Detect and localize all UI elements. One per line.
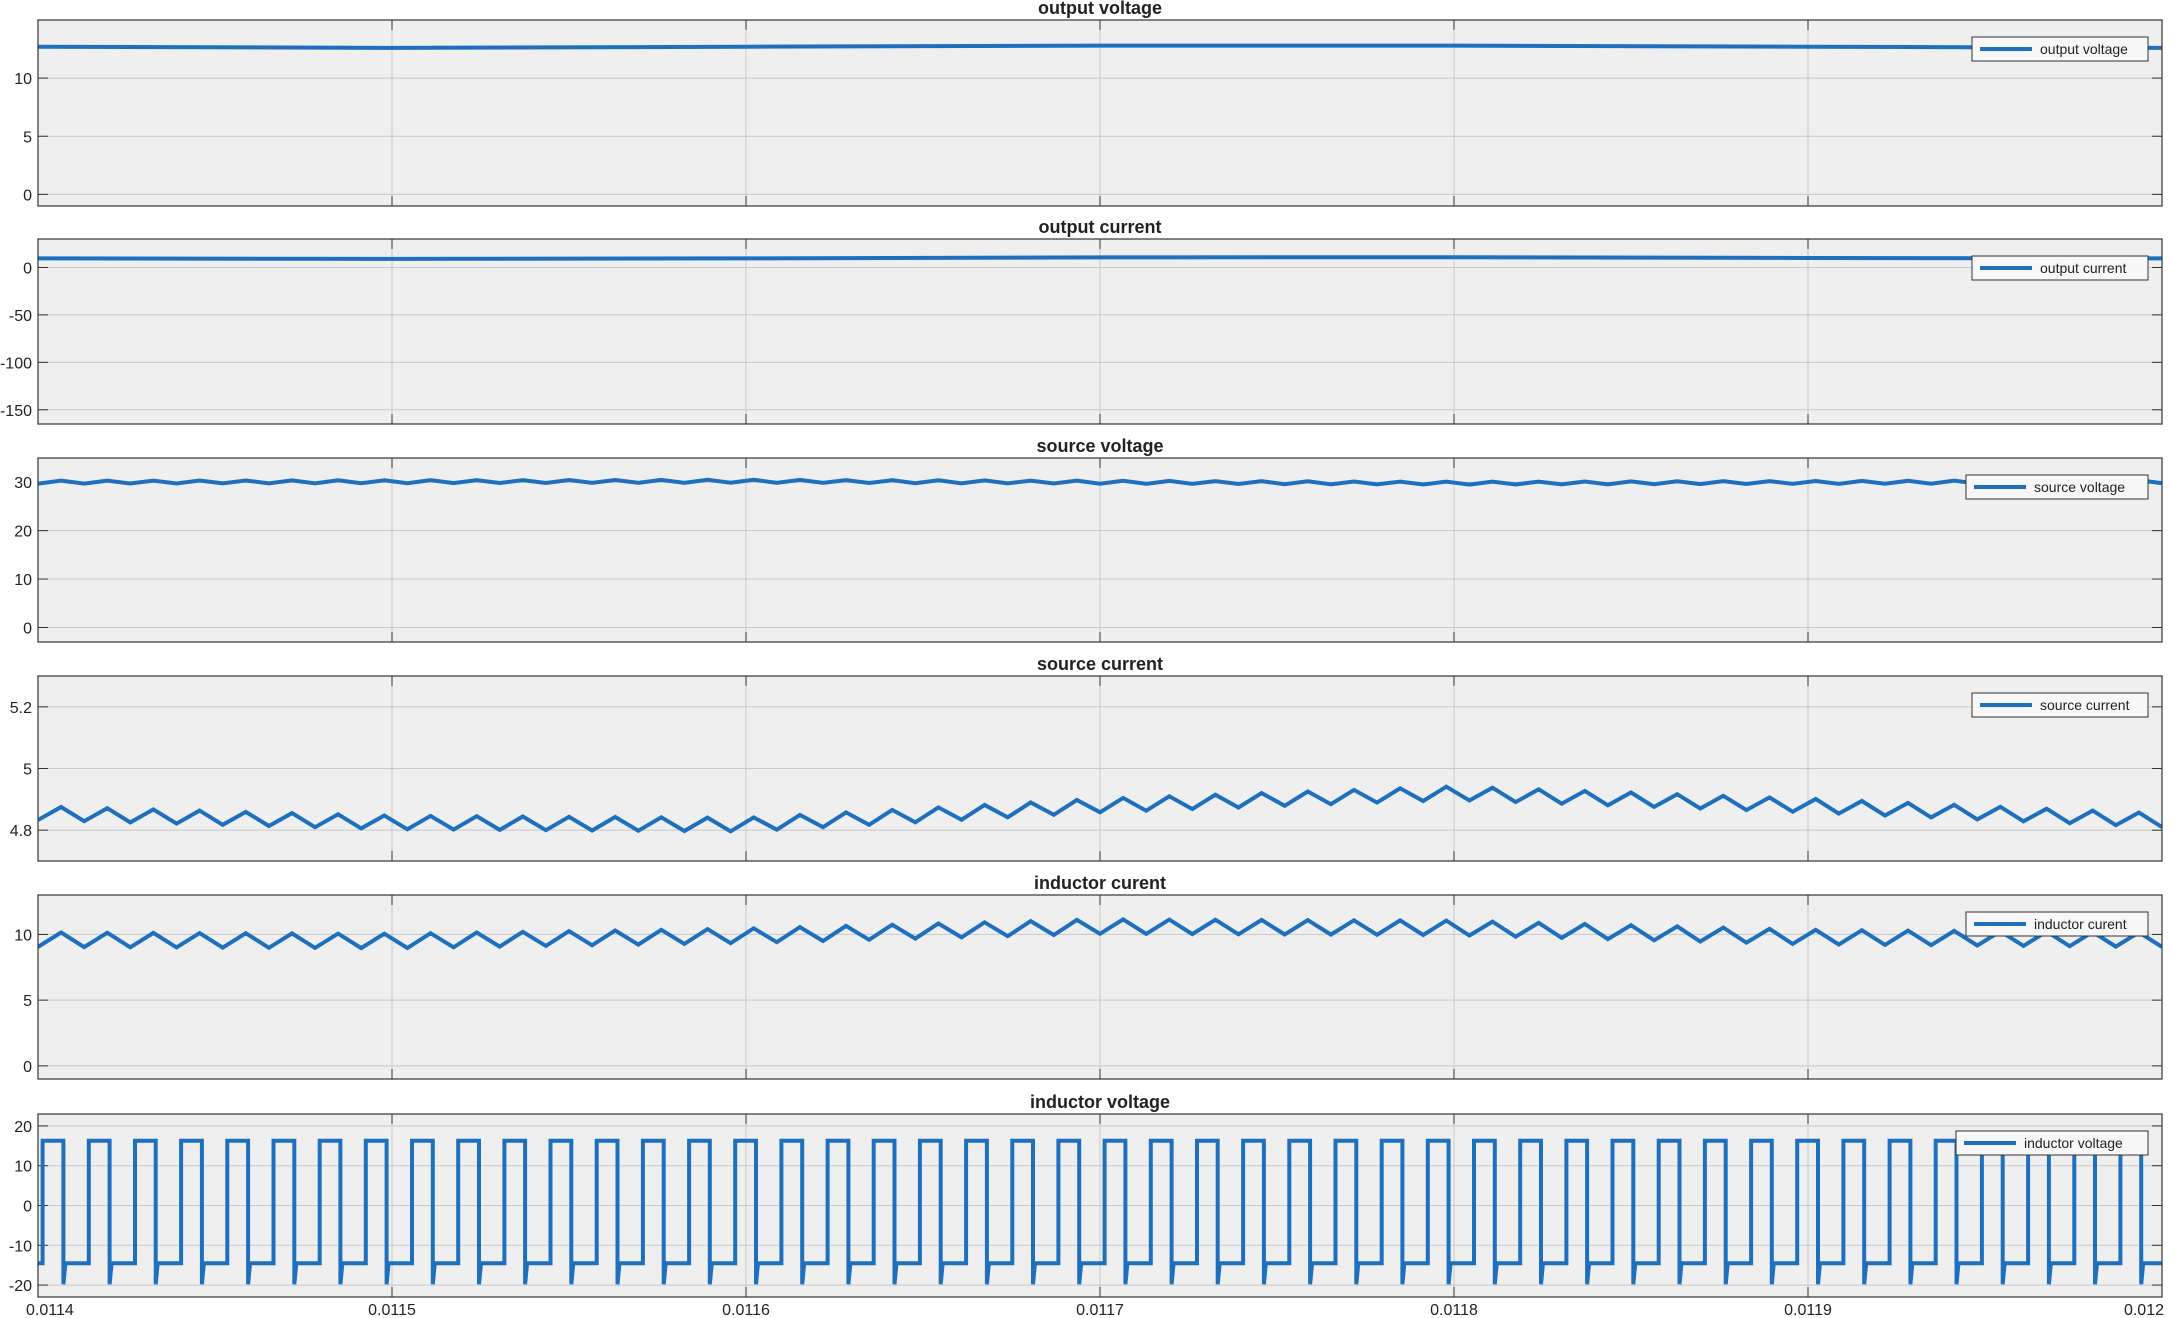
y-tick-label: 10 <box>14 1159 32 1176</box>
y-tick-label: 10 <box>14 71 32 88</box>
series-line <box>38 1138 2162 1285</box>
subplot-title: output voltage <box>1038 0 1162 18</box>
subplot: -20 -10 0 10 20 inductor voltage inductor volt… <box>9 1092 2164 1318</box>
legend-label: source voltage <box>2034 479 2125 495</box>
axes-box <box>37 238 2163 425</box>
subplot-title: inductor curent <box>1034 873 1166 893</box>
y-tick-label: -20 <box>9 1278 32 1295</box>
x-tick-label: 0.0116 <box>722 1302 770 1318</box>
axes-box <box>37 894 2163 1080</box>
subplot: -150 -100 -50 0 output current output current <box>0 217 2163 425</box>
y-tick-label: 4.8 <box>10 823 32 840</box>
subplot: 4.8 5 5.2 source current source current <box>10 654 2163 862</box>
legend: output current <box>1971 255 2149 281</box>
y-tick-label: 5.2 <box>10 700 32 717</box>
subplot-title: source voltage <box>1036 436 1163 456</box>
y-tick-label: 10 <box>14 927 32 944</box>
legend: inductor curent <box>1965 911 2149 937</box>
axes-box <box>37 19 2163 207</box>
y-tick-label: 5 <box>23 993 32 1010</box>
y-tick-label: 20 <box>14 524 32 541</box>
legend: inductor voltage <box>1955 1130 2149 1156</box>
subplot-title: inductor voltage <box>1030 1092 1170 1112</box>
y-tick-label: 5 <box>23 129 32 146</box>
x-tick-label: 0.0119 <box>1784 1302 1832 1318</box>
x-tick-label: 0.012 <box>2124 1302 2164 1318</box>
y-tick-label: 30 <box>14 475 32 492</box>
legend: source voltage <box>1965 474 2149 500</box>
y-tick-label: 0 <box>23 187 32 204</box>
y-tick-label: -10 <box>9 1238 32 1255</box>
subplot: 0 5 10 output voltage output voltage <box>14 0 2163 207</box>
subplot-title: source current <box>1037 654 1163 674</box>
x-tick-label: 0.0114 <box>26 1302 74 1318</box>
legend: source current <box>1971 692 2149 718</box>
legend: output voltage <box>1971 36 2149 62</box>
subplot: 0 10 20 30 source voltage source voltage <box>14 436 2163 643</box>
legend-label: inductor voltage <box>2024 1135 2123 1151</box>
subplot-title: output current <box>1039 217 1162 237</box>
series-line <box>38 43 2162 50</box>
axes-box <box>37 675 2163 862</box>
subplot: 0 5 10 inductor curent inductor curent <box>14 873 2163 1080</box>
series-line <box>38 784 2162 834</box>
x-tick-label: 0.0115 <box>368 1302 416 1318</box>
x-tick-label: 0.0117 <box>1076 1302 1124 1318</box>
legend-label: source current <box>2040 697 2130 713</box>
legend-label: output current <box>2040 260 2126 276</box>
y-tick-label: 0 <box>23 260 32 277</box>
y-tick-label: 20 <box>14 1119 32 1136</box>
y-tick-label: -150 <box>0 403 32 420</box>
y-tick-label: -50 <box>9 308 32 325</box>
y-tick-label: -100 <box>0 355 32 372</box>
axes-box <box>37 1113 2163 1298</box>
y-tick-label: 5 <box>23 762 32 779</box>
series-line <box>38 255 2162 261</box>
y-tick-label: 0 <box>23 1059 32 1076</box>
series-line <box>38 917 2162 951</box>
legend-label: output voltage <box>2040 41 2128 57</box>
legend-label: inductor curent <box>2034 916 2127 932</box>
x-tick-label: 0.0118 <box>1430 1302 1478 1318</box>
axes-box <box>37 457 2163 643</box>
series-line <box>38 477 2162 487</box>
y-tick-label: 0 <box>23 620 32 637</box>
y-tick-label: 0 <box>23 1199 32 1216</box>
y-tick-label: 10 <box>14 572 32 589</box>
